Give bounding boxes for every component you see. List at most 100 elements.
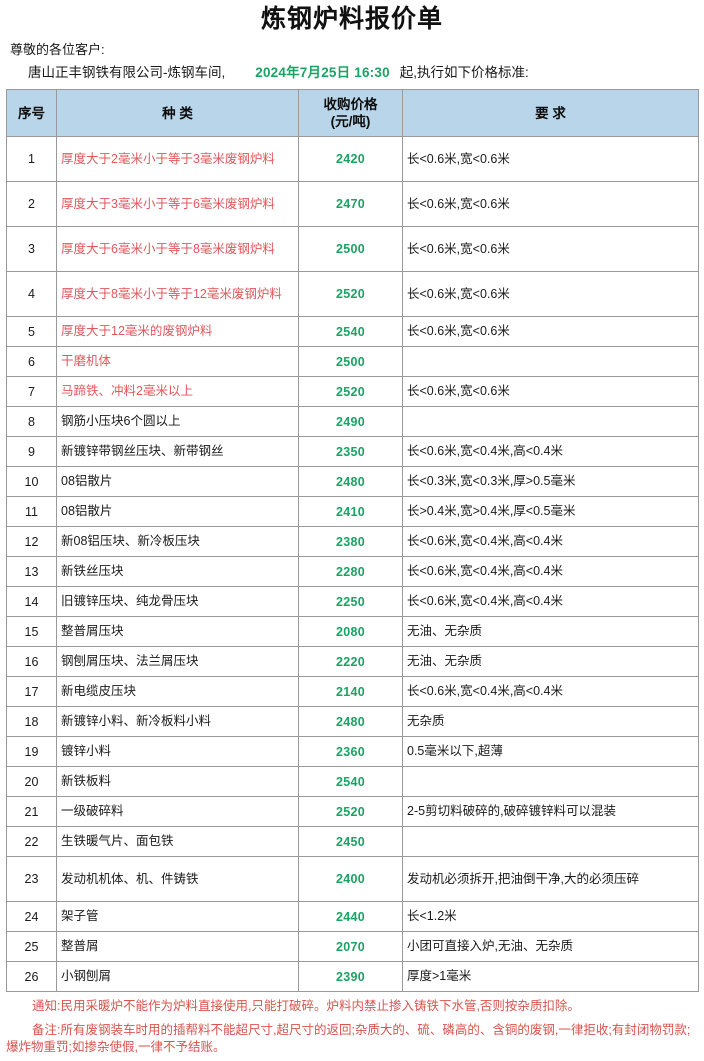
page-title: 炼钢炉料报价单 — [260, 5, 443, 33]
cell-price: 2540 — [298, 766, 403, 797]
table-header: 序号 种 类 收购价格 (元/吨) 要 求 — [6, 89, 699, 137]
table-row: 14 旧镀锌压块、纯龙骨压块 2250 长<0.6米,宽<0.4米,高<0.4米 — [6, 586, 699, 617]
effective-datetime: 2024年7月25日 16:30 — [255, 65, 390, 80]
cell-requirement: 发动机必须拆开,把油倒干净,大的必须压碎 — [402, 856, 699, 902]
cell-requirement: 长<0.6米,宽<0.6米 — [402, 226, 699, 272]
cell-requirement: 无油、无杂质 — [402, 646, 699, 677]
cell-category: 钢刨屑压块、法兰屑压块 — [56, 646, 299, 677]
cell-category: 新铁丝压块 — [56, 556, 299, 587]
cell-category: 整普屑 — [56, 931, 299, 962]
cell-row-number: 19 — [6, 736, 57, 767]
cell-price: 2490 — [298, 406, 403, 437]
effective-date-line: 唐山正丰钢铁有限公司-炼钢车间, 2024年7月25日 16:30 起,执行如下价格… — [28, 62, 698, 84]
cell-row-number: 7 — [6, 376, 57, 407]
cell-price: 2520 — [298, 796, 403, 827]
cell-category: 厚度大于6毫米小于等于8毫米废钢炉料 — [56, 226, 299, 272]
table-row: 16 钢刨屑压块、法兰屑压块 2220 无油、无杂质 — [6, 646, 699, 677]
effective-tail-text: 起,执行如下价格标准: — [399, 65, 529, 80]
cell-price: 2080 — [298, 616, 403, 647]
cell-requirement: 长<0.6米,宽<0.6米 — [402, 271, 699, 317]
cell-category: 发动机机体、机、件铸铁 — [56, 856, 299, 902]
table-row: 24 架子管 2440 长<1.2米 — [6, 901, 699, 932]
notice-paragraph: 通知:民用采暖炉不能作为炉料直接使用,只能打破碎。炉料内禁止掺入铸铁下水管,否则… — [32, 999, 580, 1013]
table-row: 7 马蹄铁、冲料2毫米以上 2520 长<0.6米,宽<0.6米 — [6, 376, 699, 407]
cell-row-number: 20 — [6, 766, 57, 797]
cell-row-number: 26 — [6, 961, 57, 992]
cell-row-number: 9 — [6, 436, 57, 467]
cell-price: 2440 — [298, 901, 403, 932]
cell-requirement: 无油、无杂质 — [402, 616, 699, 647]
cell-row-number: 23 — [6, 856, 57, 902]
cell-category: 新电缆皮压块 — [56, 676, 299, 707]
table-row: 21 一级破碎料 2520 2-5剪切料破碎的,破碎镀锌料可以混装 — [6, 796, 699, 827]
table-row: 3 厚度大于6毫米小于等于8毫米废钢炉料 2500 长<0.6米,宽<0.6米 — [6, 226, 699, 272]
cell-row-number: 12 — [6, 526, 57, 557]
cell-row-number: 13 — [6, 556, 57, 587]
cell-requirement: 长<0.6米,宽<0.6米 — [402, 316, 699, 347]
cell-price: 2350 — [298, 436, 403, 467]
cell-row-number: 4 — [6, 271, 57, 317]
cell-category: 新08铝压块、新冷板压块 — [56, 526, 299, 557]
cell-price: 2070 — [298, 931, 403, 962]
table-row: 26 小钢刨屑 2390 厚度>1毫米 — [6, 961, 699, 992]
cell-row-number: 2 — [6, 181, 57, 227]
cell-requirement: 长<0.6米,宽<0.4米,高<0.4米 — [402, 676, 699, 707]
table-row: 11 08铝散片 2410 长>0.4米,宽>0.4米,厚<0.5毫米 — [6, 496, 699, 527]
table-row: 1 厚度大于2毫米小于等于3毫米废钢炉料 2420 长<0.6米,宽<0.6米 — [6, 136, 699, 182]
cell-category: 干磨机体 — [56, 346, 299, 377]
cell-requirement — [402, 346, 699, 377]
cell-price: 2480 — [298, 466, 403, 497]
table-row: 25 整普屑 2070 小团可直接入炉,无油、无杂质 — [6, 931, 699, 962]
cell-category: 马蹄铁、冲料2毫米以上 — [56, 376, 299, 407]
column-header-price: 收购价格 (元/吨) — [298, 89, 403, 137]
table-body: 1 厚度大于2毫米小于等于3毫米废钢炉料 2420 长<0.6米,宽<0.6米 2 厚度大… — [6, 136, 699, 992]
table-row: 2 厚度大于3毫米小于等于6毫米废钢炉料 2470 长<0.6米,宽<0.6米 — [6, 181, 699, 227]
cell-row-number: 17 — [6, 676, 57, 707]
table-row: 5 厚度大于12毫米的废钢炉料 2540 长<0.6米,宽<0.6米 — [6, 316, 699, 347]
cell-row-number: 6 — [6, 346, 57, 377]
cell-requirement: 长<1.2米 — [402, 901, 699, 932]
column-header-no: 序号 — [6, 89, 57, 137]
column-header-price-line2: (元/吨) — [330, 114, 371, 129]
cell-requirement: 小团可直接入炉,无油、无杂质 — [402, 931, 699, 962]
cell-price: 2420 — [298, 136, 403, 182]
table-row: 22 生铁暖气片、面包铁 2450 — [6, 826, 699, 857]
company-name: 唐山正丰钢铁有限公司-炼钢车间, — [28, 65, 226, 80]
column-header-price-line1: 收购价格 — [323, 97, 378, 112]
cell-price: 2280 — [298, 556, 403, 587]
cell-price: 2400 — [298, 856, 403, 902]
cell-category: 小钢刨屑 — [56, 961, 299, 992]
cell-row-number: 15 — [6, 616, 57, 647]
cell-category: 新铁板料 — [56, 766, 299, 797]
cell-price: 2470 — [298, 181, 403, 227]
table-row: 19 镀锌小料 2360 0.5毫米以下,超薄 — [6, 736, 699, 767]
cell-price: 2450 — [298, 826, 403, 857]
cell-price: 2410 — [298, 496, 403, 527]
table-row: 6 干磨机体 2500 — [6, 346, 699, 377]
column-header-requirement: 要 求 — [402, 89, 699, 137]
table-row: 12 新08铝压块、新冷板压块 2380 长<0.6米,宽<0.4米,高<0.4米 — [6, 526, 699, 557]
cell-category: 生铁暖气片、面包铁 — [56, 826, 299, 857]
cell-row-number: 18 — [6, 706, 57, 737]
remark-paragraph: 备注:所有废钢装车时用的插帮料不能超尺寸,超尺寸的返回;杂质大的、硫、磷高的、含… — [6, 1023, 691, 1054]
greeting-line: 尊敬的各位客户: — [10, 42, 105, 57]
cell-requirement — [402, 766, 699, 797]
cell-category: 厚度大于8毫米小于等于12毫米废钢炉料 — [56, 271, 299, 317]
cell-row-number: 25 — [6, 931, 57, 962]
cell-requirement: 无杂质 — [402, 706, 699, 737]
table-row: 23 发动机机体、机、件铸铁 2400 发动机必须拆开,把油倒干净,大的必须压碎 — [6, 856, 699, 902]
cell-category: 新镀锌带钢丝压块、新带钢丝 — [56, 436, 299, 467]
cell-requirement: 长<0.6米,宽<0.6米 — [402, 181, 699, 227]
cell-price: 2500 — [298, 226, 403, 272]
cell-requirement: 长<0.6米,宽<0.6米 — [402, 376, 699, 407]
cell-row-number: 11 — [6, 496, 57, 527]
table-row: 9 新镀锌带钢丝压块、新带钢丝 2350 长<0.6米,宽<0.4米,高<0.4米 — [6, 436, 699, 467]
cell-requirement: 厚度>1毫米 — [402, 961, 699, 992]
footer-notes: 通知:民用采暖炉不能作为炉料直接使用,只能打破碎。炉料内禁止掺入铸铁下水管,否则… — [6, 998, 698, 1056]
table-row: 15 整普屑压块 2080 无油、无杂质 — [6, 616, 699, 647]
cell-requirement: 长<0.6米,宽<0.4米,高<0.4米 — [402, 526, 699, 557]
quotation-page: 炼钢炉料报价单 尊敬的各位客户: 唐山正丰钢铁有限公司-炼钢车间, 2024年7月… — [0, 4, 704, 1061]
cell-category: 厚度大于3毫米小于等于6毫米废钢炉料 — [56, 181, 299, 227]
cell-requirement: 长<0.6米,宽<0.4米,高<0.4米 — [402, 556, 699, 587]
table-row: 17 新电缆皮压块 2140 长<0.6米,宽<0.4米,高<0.4米 — [6, 676, 699, 707]
